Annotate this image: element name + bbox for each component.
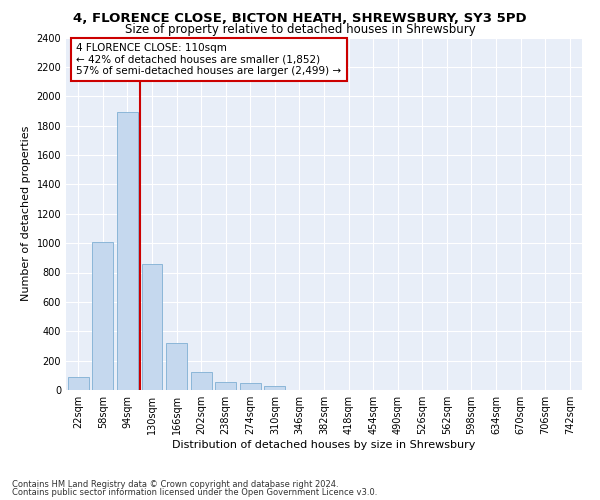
Bar (240, 382, 261, 390)
Text: 4, FLORENCE CLOSE, BICTON HEATH, SHREWSBURY, SY3 5PD: 4, FLORENCE CLOSE, BICTON HEATH, SHREWSB… (73, 12, 527, 26)
Bar (142, 264, 163, 390)
Bar (215, 382, 236, 390)
Text: Contains public sector information licensed under the Open Government Licence v3: Contains public sector information licen… (12, 488, 377, 497)
Y-axis label: Number of detached properties: Number of detached properties (21, 126, 31, 302)
Bar (166, 343, 187, 390)
Bar (191, 372, 212, 390)
Bar (92, 242, 113, 390)
Bar (117, 112, 138, 390)
X-axis label: Distribution of detached houses by size in Shrewsbury: Distribution of detached houses by size … (172, 440, 476, 450)
Text: 4 FLORENCE CLOSE: 110sqm
← 42% of detached houses are smaller (1,852)
57% of sem: 4 FLORENCE CLOSE: 110sqm ← 42% of detach… (76, 43, 341, 76)
Bar (265, 386, 286, 390)
Text: Size of property relative to detached houses in Shrewsbury: Size of property relative to detached ho… (125, 22, 475, 36)
Text: Contains HM Land Registry data © Crown copyright and database right 2024.: Contains HM Land Registry data © Crown c… (12, 480, 338, 489)
Bar (68, 377, 89, 390)
